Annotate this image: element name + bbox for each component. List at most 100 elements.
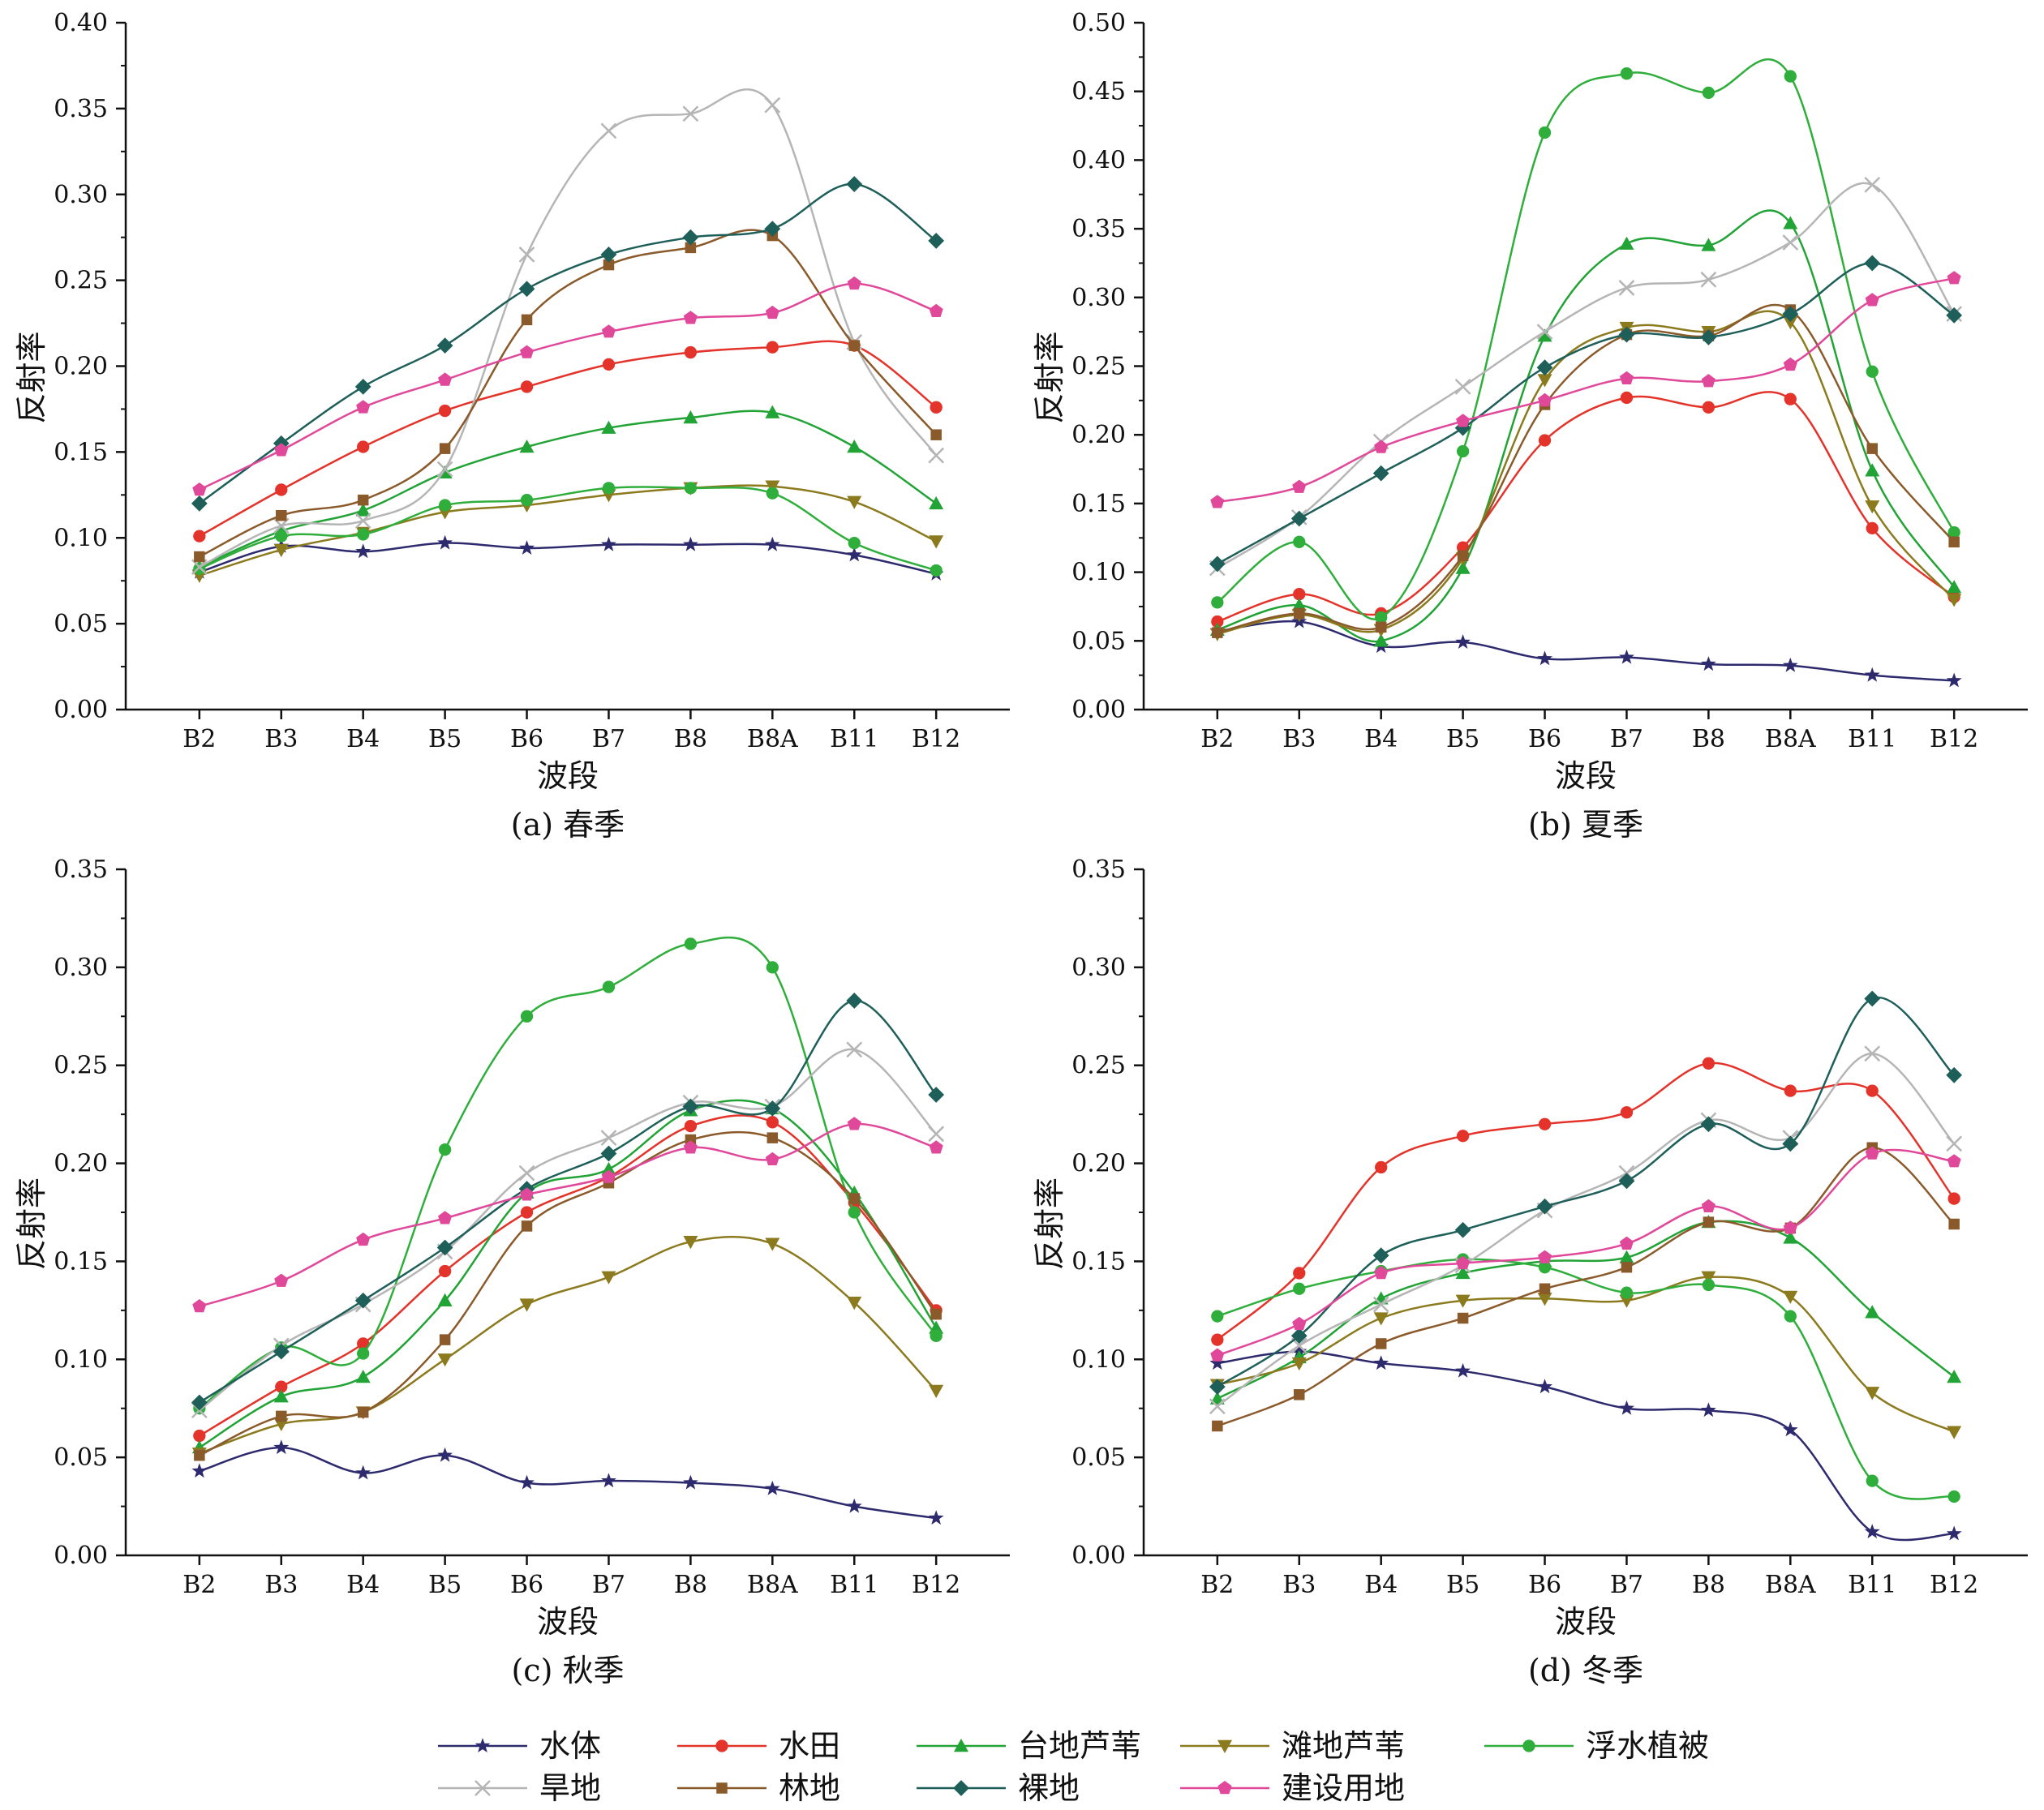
x-tick-label: B12 bbox=[1930, 1571, 1978, 1599]
data-point bbox=[1782, 1422, 1798, 1437]
legend-item: 林地 bbox=[677, 1770, 840, 1806]
y-axis-label: 反射率 bbox=[14, 331, 49, 423]
data-point bbox=[847, 1296, 862, 1310]
y-tick-label: 0.20 bbox=[1071, 421, 1126, 449]
data-point bbox=[683, 536, 698, 551]
data-point bbox=[847, 495, 862, 509]
data-point bbox=[1455, 1362, 1471, 1378]
data-point bbox=[930, 401, 943, 414]
x-tick-label: B6 bbox=[1528, 1571, 1561, 1599]
data-point bbox=[1782, 657, 1798, 672]
data-point bbox=[930, 564, 943, 577]
data-point bbox=[930, 429, 942, 440]
data-point bbox=[929, 495, 944, 510]
panel-caption: (d) 冬季 bbox=[1528, 1653, 1643, 1688]
data-point bbox=[928, 1087, 945, 1103]
y-tick-label: 0.35 bbox=[54, 856, 108, 884]
y-tick-label: 0.25 bbox=[54, 267, 108, 295]
legend-marker bbox=[1217, 1739, 1232, 1753]
y-tick-label: 0.30 bbox=[1071, 954, 1126, 982]
data-point bbox=[273, 1439, 290, 1455]
data-point bbox=[764, 97, 781, 114]
data-point bbox=[519, 1298, 535, 1312]
y-tick-label: 0.05 bbox=[54, 1443, 108, 1472]
data-point bbox=[846, 176, 863, 192]
data-point bbox=[1783, 216, 1798, 229]
data-point bbox=[928, 447, 945, 464]
series-line bbox=[1217, 996, 1956, 1388]
y-tick-label: 0.35 bbox=[54, 95, 108, 123]
data-point bbox=[521, 1220, 533, 1232]
data-point bbox=[275, 1380, 288, 1393]
data-point bbox=[437, 1293, 453, 1306]
series-7-group bbox=[194, 229, 942, 563]
x-tick-label: B8A bbox=[747, 725, 798, 753]
series-2-group bbox=[193, 339, 943, 543]
data-point bbox=[1700, 329, 1717, 345]
data-point bbox=[520, 345, 535, 358]
y-tick-label: 0.05 bbox=[1071, 1443, 1126, 1472]
data-point bbox=[765, 405, 780, 418]
x-tick-label: B11 bbox=[830, 1571, 878, 1599]
y-tick-label: 0.50 bbox=[1071, 9, 1126, 37]
data-point bbox=[602, 358, 616, 371]
y-tick-label: 0.30 bbox=[1071, 284, 1126, 312]
data-point bbox=[1783, 316, 1798, 330]
data-point bbox=[518, 281, 535, 298]
series-line bbox=[1217, 182, 1956, 569]
data-point bbox=[439, 1334, 451, 1345]
series-2-group bbox=[1211, 1057, 1960, 1346]
data-point bbox=[1290, 1327, 1308, 1345]
data-point bbox=[191, 1463, 208, 1478]
data-point bbox=[273, 543, 289, 558]
series-1-group bbox=[191, 1439, 944, 1525]
data-point bbox=[1701, 238, 1716, 251]
data-point bbox=[1294, 607, 1305, 620]
series-line bbox=[199, 1049, 938, 1412]
series-5-group bbox=[193, 482, 943, 577]
data-point bbox=[846, 1498, 862, 1513]
data-point bbox=[1702, 86, 1716, 100]
data-point bbox=[1375, 621, 1387, 633]
data-point bbox=[276, 1410, 287, 1422]
data-point bbox=[356, 400, 371, 414]
y-tick-label: 0.00 bbox=[1071, 1542, 1126, 1570]
data-point bbox=[1619, 649, 1634, 664]
x-tick-label: B12 bbox=[1930, 725, 1978, 753]
series-line bbox=[199, 340, 937, 538]
data-point bbox=[1538, 434, 1552, 447]
series-8-group bbox=[191, 993, 945, 1411]
data-point bbox=[194, 551, 205, 563]
series-line bbox=[1217, 1350, 1955, 1542]
data-point bbox=[1947, 525, 1960, 539]
series-line bbox=[199, 486, 937, 572]
data-point bbox=[1947, 271, 1961, 285]
x-tick-label: B5 bbox=[1446, 725, 1479, 753]
x-tick-label: B4 bbox=[346, 1571, 380, 1599]
y-tick-label: 0.30 bbox=[54, 954, 108, 982]
data-point bbox=[521, 314, 533, 326]
legend-item: 裸地 bbox=[917, 1770, 1080, 1806]
data-point bbox=[1702, 401, 1716, 414]
x-tick-label: B6 bbox=[1528, 725, 1561, 753]
data-point bbox=[1946, 672, 1962, 688]
legend-marker bbox=[1217, 1781, 1232, 1795]
x-tick-label: B6 bbox=[510, 725, 543, 753]
data-point bbox=[357, 1337, 370, 1350]
data-point bbox=[1375, 1338, 1387, 1349]
data-point bbox=[602, 482, 616, 495]
data-point bbox=[1212, 627, 1223, 638]
data-point bbox=[848, 340, 860, 351]
legend-marker bbox=[953, 1780, 969, 1796]
data-point bbox=[357, 528, 370, 541]
y-tick-label: 0.30 bbox=[54, 181, 108, 209]
legend-item: 水田 bbox=[677, 1728, 840, 1764]
data-point bbox=[357, 1347, 370, 1360]
series-line bbox=[199, 1130, 938, 1456]
y-tick-label: 0.10 bbox=[54, 524, 108, 552]
data-point bbox=[1537, 374, 1552, 388]
data-point bbox=[1210, 495, 1225, 508]
data-point bbox=[600, 1130, 617, 1147]
x-tick-label: B11 bbox=[1848, 1571, 1896, 1599]
data-point bbox=[600, 246, 617, 263]
